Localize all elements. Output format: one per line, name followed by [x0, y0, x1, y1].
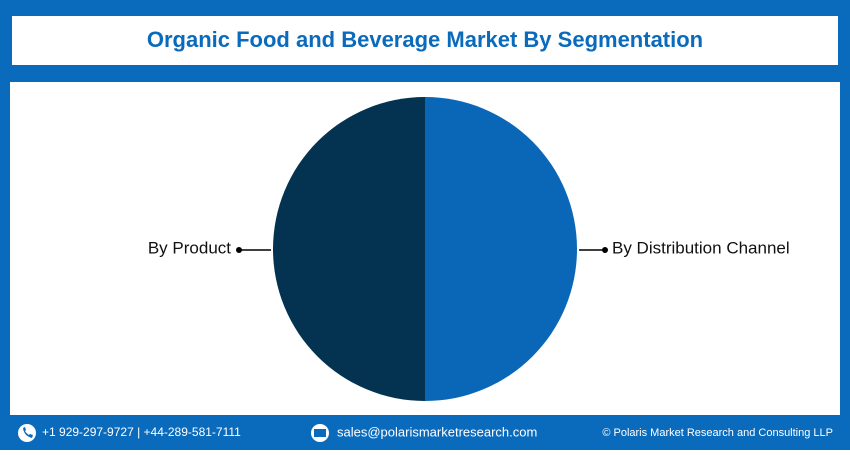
email-glyph	[314, 429, 326, 437]
footer-phone: +1 929-297-9727 | +44-289-581-7111	[42, 425, 241, 439]
footer-copyright: © Polaris Market Research and Consulting…	[602, 427, 833, 439]
pie-slice	[273, 97, 425, 401]
leader-dot	[236, 247, 242, 253]
pie-slice	[425, 97, 577, 401]
title-box	[12, 16, 838, 65]
phone-glyph	[23, 427, 33, 438]
chart-title: Organic Food and Beverage Market By Segm…	[147, 27, 703, 52]
footer-email: sales@polarismarketresearch.com	[337, 424, 537, 439]
leader-dot	[602, 247, 608, 253]
slice-label: By Distribution Channel	[612, 238, 790, 257]
phone-icon	[18, 424, 36, 442]
slice-label: By Product	[148, 238, 231, 257]
